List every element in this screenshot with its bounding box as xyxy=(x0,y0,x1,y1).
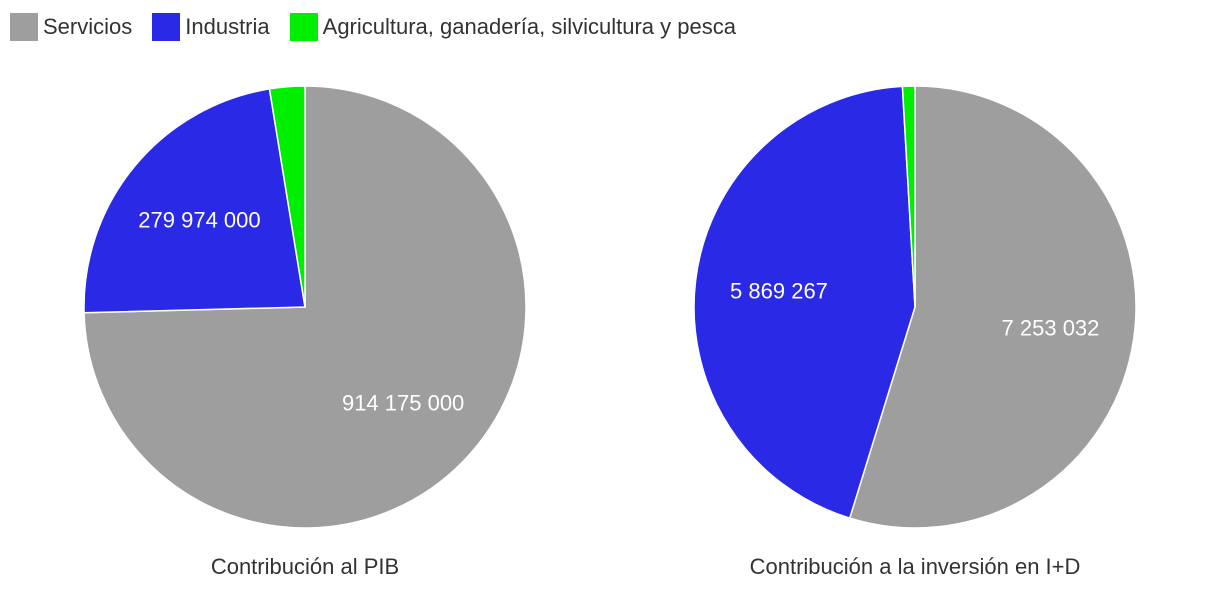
pie-slice-agricultura[interactable] xyxy=(268,85,306,308)
legend-item-industria[interactable]: Industria xyxy=(152,13,270,41)
legend-label-industria: Industria xyxy=(185,14,270,39)
legend: Servicios Industria Agricultura, ganader… xyxy=(10,12,756,42)
pie-slice-servicios[interactable] xyxy=(848,85,1137,529)
legend-item-agricultura[interactable]: Agricultura, ganadería, silvicultura y p… xyxy=(289,13,736,41)
chart-title-id: Contribución a la inversión en I+D xyxy=(750,554,1081,579)
legend-item-servicios[interactable]: Servicios xyxy=(10,13,132,41)
legend-swatch-servicios xyxy=(10,13,38,41)
legend-swatch-industria xyxy=(152,13,181,41)
slice-label-servicios: 7 253 032 xyxy=(1002,315,1100,340)
legend-swatch-agricultura xyxy=(289,13,318,41)
pie-slice-industria[interactable] xyxy=(83,88,306,314)
slice-label-servicios: 914 175 000 xyxy=(342,391,464,416)
pie-slice-industria[interactable] xyxy=(693,85,916,520)
legend-label-agricultura: Agricultura, ganadería, silvicultura y p… xyxy=(322,14,736,39)
chart-title-pib: Contribución al PIB xyxy=(211,554,399,579)
pie-chart-id: 7 253 032 5 869 267 xyxy=(693,85,1137,529)
slice-label-industria: 279 974 000 xyxy=(138,208,260,233)
pie-slice-agricultura[interactable] xyxy=(901,85,916,308)
legend-label-servicios: Servicios xyxy=(43,14,133,39)
pie-chart-pib: 914 175 000 279 974 000 xyxy=(83,85,527,529)
slice-label-industria: 5 869 267 xyxy=(730,278,828,303)
